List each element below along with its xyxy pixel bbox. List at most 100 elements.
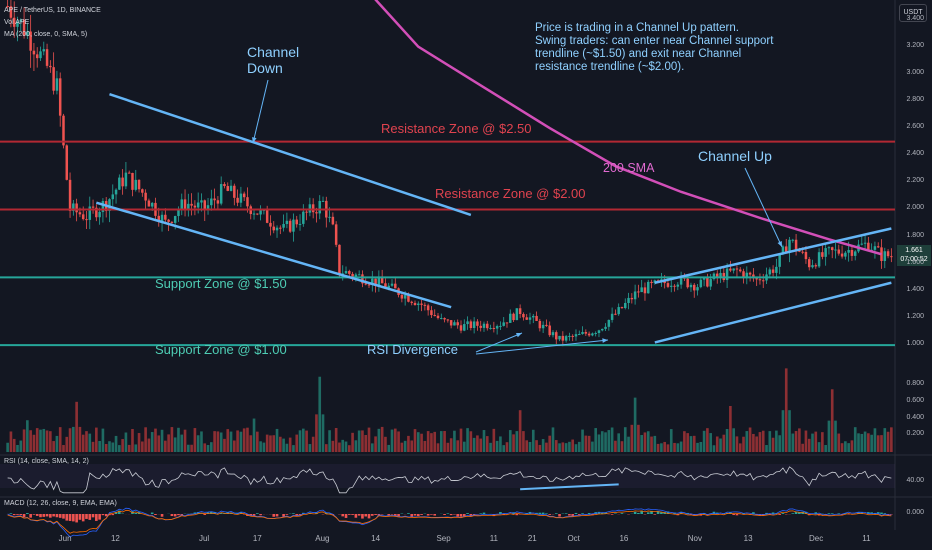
candle-body [114, 189, 118, 195]
macd-hist-bar [538, 512, 542, 514]
volume-bar [423, 440, 427, 452]
volume-bar [722, 434, 726, 452]
macd-hist-bar [426, 514, 430, 516]
candle-body [157, 215, 161, 222]
volume-bar [177, 427, 180, 452]
candle-body [144, 192, 147, 201]
candle-body [788, 239, 791, 253]
macd-hist-bar [571, 514, 575, 517]
candle-body [311, 204, 315, 213]
candle-body [755, 278, 758, 280]
macd-hist-bar [42, 514, 46, 517]
volume-bar [187, 444, 190, 452]
volume-bar [453, 430, 456, 452]
macd-hist-bar [837, 513, 841, 514]
volume-bar [357, 430, 361, 452]
volume-bar [22, 429, 26, 452]
channel-down-arrow-head [252, 137, 257, 143]
candle-body [65, 145, 69, 180]
candle-body [532, 315, 535, 318]
candle-body [351, 273, 354, 277]
macd-hist-bar [62, 514, 65, 519]
candle-body [26, 31, 29, 36]
candle-body [420, 303, 423, 305]
macd-hist-bar [633, 511, 637, 514]
volume-bar [85, 431, 88, 452]
volume-bar [502, 445, 506, 452]
volume-bar [367, 427, 371, 452]
macd-hist-bar [364, 514, 368, 517]
volume-bar [574, 444, 578, 452]
volume-bar [761, 430, 765, 452]
macd-hist-bar [840, 514, 844, 516]
macd-hist-bar [367, 514, 371, 519]
volume-bar [614, 440, 617, 452]
candle-body [196, 202, 200, 208]
volume-bar [354, 440, 358, 452]
macd-hist-bar [798, 512, 801, 514]
macd-hist-bar [75, 514, 78, 523]
macd-hist-bar [68, 514, 72, 521]
volume-bar [134, 444, 138, 452]
volume-bar [742, 436, 745, 452]
candle-body [604, 326, 607, 329]
candle-body [85, 219, 88, 221]
volume-bar [295, 434, 299, 452]
volume-bar [811, 433, 814, 452]
macd-hist-bar [397, 514, 400, 517]
volume-bar [78, 426, 82, 452]
volume-bar [508, 430, 512, 452]
macd-signal-line [7, 509, 892, 534]
macd-hist-bar [814, 512, 818, 514]
volume-bar [801, 443, 804, 452]
volume-bar [643, 432, 647, 452]
volume-bar [778, 435, 781, 452]
macd-hist-bar [272, 514, 276, 517]
candle-body [587, 333, 591, 336]
volume-bar [443, 431, 446, 452]
volume-bar [55, 435, 59, 452]
candle-body [19, 19, 23, 23]
candle-body [801, 251, 804, 253]
candle-body [246, 197, 249, 207]
volume-bar [249, 435, 253, 452]
macd-hist-bar [587, 513, 591, 514]
volume-bar [581, 429, 584, 452]
volume-bar [19, 440, 23, 452]
macd-hist-bar [620, 513, 624, 514]
macd-hist-bar [604, 512, 607, 514]
macd-hist-bar [324, 512, 328, 514]
macd-hist-bar [78, 514, 82, 520]
volume-bar [876, 435, 880, 452]
volume-bar [206, 445, 210, 452]
volume-bar [216, 431, 220, 452]
volume-bar [311, 436, 315, 452]
candle-body [318, 200, 321, 214]
price-tick: 2.800 [906, 95, 924, 103]
volume-bar [528, 441, 532, 452]
volume-bar [689, 436, 693, 452]
currency-button[interactable]: USDT [899, 4, 927, 22]
candle-body [571, 335, 574, 337]
candle-body [190, 203, 193, 206]
macd-hist-bar [765, 512, 768, 514]
volume-bar [446, 442, 450, 452]
volume-bar [278, 436, 282, 452]
time-tick: Nov [687, 534, 703, 543]
macd-hist-bar [315, 512, 318, 514]
volume-bar [265, 434, 269, 452]
candle-body [118, 177, 121, 190]
volume-bar [397, 431, 400, 452]
price-tick: 2.600 [906, 123, 924, 131]
volume-bar [518, 410, 522, 452]
macd-hist-bar [35, 514, 39, 516]
macd-hist-bar [150, 512, 154, 514]
volume-bar [403, 440, 407, 452]
volume-bar [489, 442, 492, 452]
volume-bar [331, 440, 335, 452]
candle-body [633, 291, 637, 300]
volume-bar [784, 368, 788, 452]
candle-body [791, 239, 795, 241]
volume-bar [456, 440, 460, 452]
time-tick: 13 [743, 534, 753, 543]
